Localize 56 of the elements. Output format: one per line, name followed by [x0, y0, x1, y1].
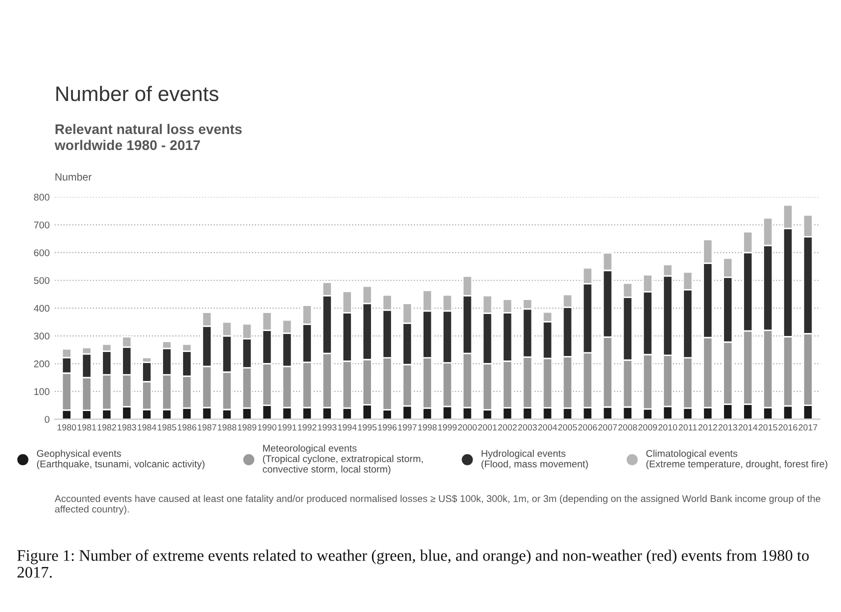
y-tick-label: 100	[34, 388, 50, 396]
x-tick-label: 1992	[298, 424, 316, 431]
text: Accounted events have caused at least one fatality and/or produced normalised losses ≥ US$ 100k, 300k, 1m, or 3m (depending on the assigned World Bank income group of the affected country).	[54, 494, 820, 514]
chart-title: Number of events	[56, 86, 218, 102]
y-tick-label: 300	[34, 332, 50, 340]
x-tick-label: 1981	[78, 424, 96, 431]
x-tick-label: 2009	[638, 424, 657, 431]
x-tick-label: 2010	[658, 424, 678, 431]
x-tick-label: 1983	[118, 424, 136, 431]
x-tick-label: 2005	[558, 424, 577, 431]
x-tick-label: 1987	[198, 424, 216, 431]
x-tick-label: 2011	[678, 424, 697, 431]
x-tick-label: 1984	[138, 424, 156, 431]
x-tick-label: 2016	[778, 424, 798, 431]
x-tick-label: 1985	[158, 424, 176, 431]
x-tick-label: 2000	[458, 424, 477, 431]
x-tick-label: 1991	[278, 424, 296, 431]
caption: Figure 1: Number of extreme events related to weather (green, blue, and orange) and non-weather (red) events from 1980 to 2017.	[17, 550, 809, 578]
x-tick-label: 2006	[578, 424, 597, 431]
x-tick-label: 1988	[218, 424, 236, 431]
x-tick-label: 1982	[98, 424, 116, 431]
x-tick-label: 2001	[478, 424, 497, 431]
x-tick-label: 2012	[698, 424, 718, 431]
x-tick-label: 2002	[498, 424, 517, 431]
x-tick-label: 1989	[238, 424, 256, 431]
legend-label: Meteorological events (Tropical cyclone, extratropical storm, convective storm, local storm)	[262, 444, 423, 475]
y-tick-label: 200	[34, 360, 50, 368]
x-tick-label: 1994	[338, 424, 357, 431]
y-axis-title: Number	[56, 172, 92, 181]
x-tick-label: 1986	[178, 424, 196, 431]
legend-label: Hydrological events (Flood, mass movement)	[482, 450, 588, 470]
y-tick-label: 700	[34, 222, 50, 228]
x-tick-label: 2003	[518, 424, 537, 431]
y-tick-label: 0	[44, 416, 50, 423]
x-tick-label: 1995	[358, 424, 377, 431]
x-tick-label: 1990	[258, 424, 276, 431]
x-tick-label: 1997	[398, 424, 417, 431]
x-tick-label: 2014	[738, 424, 758, 431]
x-tick-label: 2013	[718, 424, 738, 431]
y-tick-label: 800	[34, 194, 50, 201]
x-tick-label: 2007	[598, 424, 617, 431]
y-tick-label: 500	[34, 277, 50, 284]
x-tick-label: 2015	[758, 424, 778, 431]
x-tick-label: 1993	[318, 424, 336, 431]
x-tick-label: 1996	[378, 424, 397, 431]
x-tick-label: 2004	[538, 424, 557, 431]
legend-label: Geophysical events (Earthquake, tsunami, volcanic activity)	[36, 450, 204, 470]
legend-label: Climatological events (Extreme temperature, drought, forest fire)	[646, 450, 828, 470]
x-tick-label: 1980	[58, 424, 76, 431]
x-tick-label: 1999	[438, 424, 457, 431]
y-tick-label: 400	[34, 304, 50, 312]
x-tick-label: 2017	[798, 424, 818, 431]
x-tick-label: 2008	[618, 424, 637, 431]
chart-subtitle: Relevant natural loss events worldwide 1980 - 2017	[54, 124, 242, 150]
x-tick-label: 1998	[418, 424, 437, 431]
y-tick-label: 600	[34, 249, 50, 256]
